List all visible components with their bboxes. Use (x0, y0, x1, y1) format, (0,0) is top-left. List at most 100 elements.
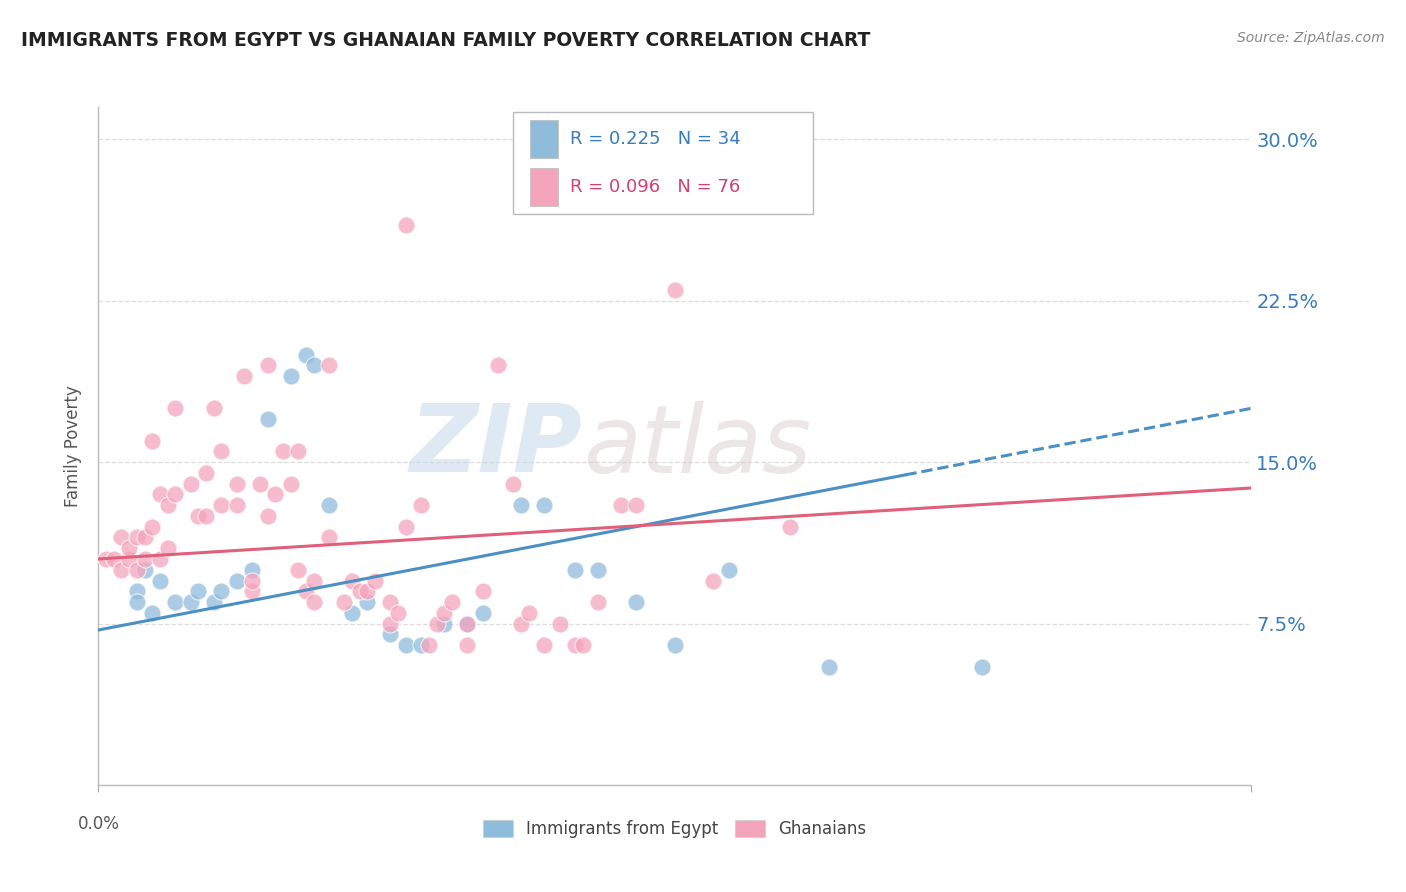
Point (380, 595, 402, 609)
Point (972, 659, 994, 673)
Point (125, 595, 148, 609)
Point (302, 574, 325, 588)
Point (395, 219, 418, 233)
Point (564, 563, 586, 577)
Point (225, 476, 247, 491)
Point (165, 595, 187, 609)
Point (149, 574, 172, 588)
Point (456, 616, 478, 631)
Point (271, 444, 294, 458)
Point (202, 401, 225, 416)
Point (356, 584, 378, 599)
Point (141, 434, 163, 448)
Point (233, 369, 256, 384)
Point (280, 369, 302, 384)
Point (195, 466, 218, 480)
Point (165, 401, 187, 416)
Point (411, 638, 433, 652)
Point (702, 574, 724, 588)
Point (209, 584, 232, 599)
Point (240, 584, 263, 599)
Point (571, 638, 593, 652)
Point (433, 606, 456, 620)
Point (134, 531, 156, 545)
Point (225, 498, 247, 512)
Point (364, 574, 387, 588)
Point (103, 552, 125, 566)
Point (517, 606, 540, 620)
Point (202, 595, 225, 609)
Point (433, 616, 456, 631)
Point (256, 508, 278, 523)
Point (626, 498, 648, 512)
Point (125, 563, 148, 577)
Point (125, 531, 148, 545)
Point (302, 359, 325, 373)
Point (256, 412, 278, 426)
Text: ZIP: ZIP (409, 400, 582, 492)
Point (626, 595, 648, 609)
Point (149, 552, 172, 566)
Point (664, 638, 686, 652)
Point (134, 563, 156, 577)
Point (387, 606, 409, 620)
Point (586, 595, 609, 609)
Point (440, 595, 463, 609)
Point (156, 541, 179, 556)
Point (426, 616, 449, 631)
Point (502, 476, 524, 491)
Point (209, 498, 232, 512)
Point (125, 584, 148, 599)
Point (548, 616, 571, 631)
Point (717, 563, 740, 577)
Text: atlas: atlas (582, 401, 811, 491)
Point (280, 476, 302, 491)
Point (264, 487, 287, 501)
Point (510, 616, 533, 631)
Point (380, 627, 402, 641)
Point (779, 519, 801, 533)
Point (340, 574, 363, 588)
Point (664, 283, 686, 297)
Point (318, 531, 340, 545)
Point (118, 552, 141, 566)
Point (586, 563, 609, 577)
Point (295, 347, 318, 361)
Point (209, 444, 232, 458)
Point (817, 659, 839, 673)
Text: 0.0%: 0.0% (77, 815, 120, 833)
Text: R = 0.096   N = 76: R = 0.096 N = 76 (569, 178, 740, 196)
Point (240, 574, 263, 588)
Point (94, 552, 117, 566)
Text: IMMIGRANTS FROM EGYPT VS GHANAIAN FAMILY POVERTY CORRELATION CHART: IMMIGRANTS FROM EGYPT VS GHANAIAN FAMILY… (21, 31, 870, 50)
Point (141, 519, 163, 533)
Point (149, 487, 172, 501)
Point (533, 498, 555, 512)
Text: R = 0.225   N = 34: R = 0.225 N = 34 (569, 130, 741, 148)
Point (564, 638, 586, 652)
Point (156, 498, 179, 512)
Point (333, 595, 356, 609)
Point (380, 616, 402, 631)
Point (249, 476, 271, 491)
Point (471, 606, 494, 620)
Text: Source: ZipAtlas.com: Source: ZipAtlas.com (1237, 31, 1385, 45)
Point (610, 498, 633, 512)
Point (411, 498, 433, 512)
Point (471, 584, 494, 599)
Point (533, 638, 555, 652)
Point (118, 541, 141, 556)
Point (180, 595, 202, 609)
Point (356, 595, 378, 609)
Y-axis label: Family Poverty: Family Poverty (65, 385, 83, 507)
Point (240, 563, 263, 577)
Legend: Immigrants from Egypt, Ghanaians: Immigrants from Egypt, Ghanaians (477, 813, 873, 845)
Point (187, 508, 209, 523)
Point (287, 563, 309, 577)
Point (195, 508, 218, 523)
Point (318, 498, 340, 512)
Point (486, 359, 509, 373)
Point (256, 359, 278, 373)
Point (187, 584, 209, 599)
Point (134, 552, 156, 566)
